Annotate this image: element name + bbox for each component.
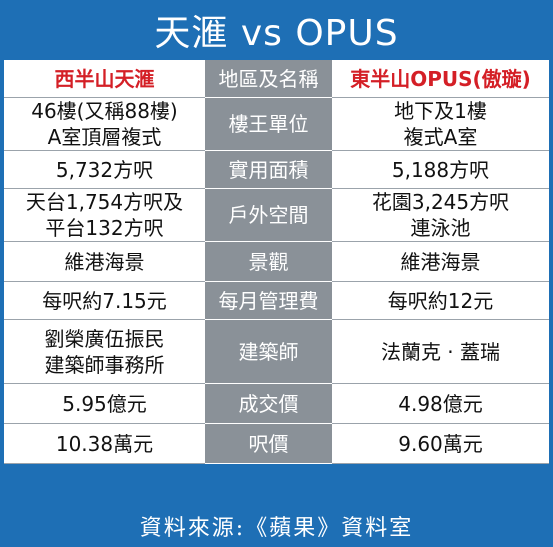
row-psf-label: 呎價 (205, 424, 332, 464)
row-architect-right: 法蘭克 · 蓋瑞 (332, 320, 549, 384)
row-architect-label: 建築師 (205, 320, 332, 384)
row-fee-right: 每呎約12元 (332, 282, 549, 320)
row-outdoor-label: 戶外空間 (205, 189, 332, 242)
header-left-property: 西半山天滙 (4, 60, 205, 98)
row-architect-left: 劉榮廣伍振民 建築師事務所 (4, 320, 205, 384)
row-unit-label: 樓王單位 (205, 98, 332, 151)
row-outdoor-left: 天台1,754方呎及 平台132方呎 (4, 189, 205, 242)
row-view-left: 維港海景 (4, 242, 205, 282)
row-area-label: 實用面積 (205, 151, 332, 189)
row-price-right: 4.98億元 (332, 384, 549, 424)
header-category: 地區及名稱 (205, 60, 332, 98)
row-view-label: 景觀 (205, 242, 332, 282)
row-outdoor-right: 花園3,245方呎 連泳池 (332, 189, 549, 242)
header-right-property: 東半山OPUS(傲璇) (332, 60, 549, 98)
comparison-table: 西半山天滙 地區及名稱 東半山OPUS(傲璇) 46樓(又稱88樓) A室頂層複… (4, 60, 549, 504)
row-psf-right: 9.60萬元 (332, 424, 549, 464)
row-psf-left: 10.38萬元 (4, 424, 205, 464)
infographic-title: 天滙 vs OPUS (154, 13, 399, 54)
row-unit-left: 46樓(又稱88樓) A室頂層複式 (4, 98, 205, 151)
row-fee-left: 每呎約7.15元 (4, 282, 205, 320)
row-area-right: 5,188方呎 (332, 151, 549, 189)
row-fee-label: 每月管理費 (205, 282, 332, 320)
row-view-right: 維港海景 (332, 242, 549, 282)
row-price-label: 成交價 (205, 384, 332, 424)
row-price-left: 5.95億元 (4, 384, 205, 424)
source-footer: 資料來源:《蘋果》資料室 (139, 515, 414, 541)
row-unit-right: 地下及1樓 複式A室 (332, 98, 549, 151)
row-area-left: 5,732方呎 (4, 151, 205, 189)
